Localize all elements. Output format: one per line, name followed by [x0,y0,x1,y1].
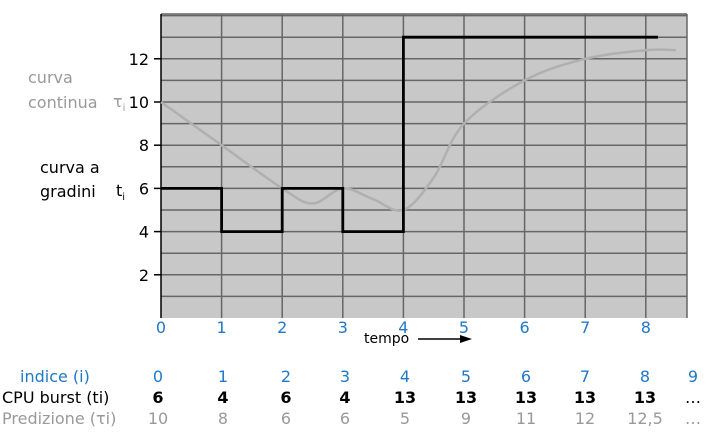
y-tick-label: 2 [139,266,149,285]
table-cell: 0 [152,367,164,386]
x-tick-label: 5 [459,318,469,337]
table-cell: 8 [639,367,651,386]
plot-area [161,14,687,318]
table-cell: 5 [460,367,472,386]
table-cell: 8 [217,409,229,428]
table-row-label: CPU burst (ti) [2,388,110,407]
table-cell: 7 [579,367,591,386]
x-tick-label: 8 [641,318,651,337]
table-cell: 4 [339,388,351,407]
x-tick-label: 0 [156,318,166,337]
x-axis-label: tempo [364,331,410,347]
table-cell: 10 [147,409,169,428]
table-cell: 5 [399,409,411,428]
table-cell: 9 [460,409,472,428]
x-tick-label: 4 [398,318,408,337]
y-tick-label: 10 [129,93,149,112]
table-cell: 4 [399,367,411,386]
y-tick-label: 8 [139,136,149,155]
table-cell: 6 [339,409,351,428]
table-row-label: Predizione (τi) [2,409,117,428]
table-cell: 6 [280,409,292,428]
table-cell: … [685,388,701,407]
legend-continuous-line2: continua [28,93,98,112]
legend-continuous-symbol: τi [113,92,126,115]
table-cell: 11 [515,409,537,428]
x-tick-label: 2 [277,318,287,337]
legend-step-symbol: ti [116,181,126,204]
x-tick-label: 7 [580,318,590,337]
table-cell: 6 [152,388,164,407]
x-tick-label: 3 [338,318,348,337]
table-cell: 13 [514,388,538,407]
table-cell: 6 [520,367,532,386]
x-tick-label: 1 [217,318,227,337]
table-cell: 13 [573,388,597,407]
y-tick-label: 12 [129,50,149,69]
legend-step-line2: gradini [40,182,96,201]
table-row-label: indice (i) [20,367,90,386]
y-tick-label: 4 [139,223,149,242]
series-step-line [161,35,658,233]
table-cell: 12 [574,409,596,428]
table-cell: 3 [339,367,351,386]
x-tick-label: 6 [520,318,530,337]
table-cell: 13 [393,388,417,407]
table-cell: 4 [217,388,229,407]
y-tick-label: 6 [139,179,149,198]
x-axis-arrow-head [460,335,472,343]
table-cell: … [685,409,701,428]
table-cell: 9 [687,367,699,386]
table-cell: 13 [633,388,657,407]
legend-continuous-line1: curva [28,68,73,87]
table-cell: 1 [217,367,229,386]
table-cell: 12,5 [627,409,663,428]
legend-step-line1: curva a [40,158,100,177]
table-cell: 6 [280,388,292,407]
table-cell: 13 [454,388,478,407]
table-cell: 2 [280,367,292,386]
